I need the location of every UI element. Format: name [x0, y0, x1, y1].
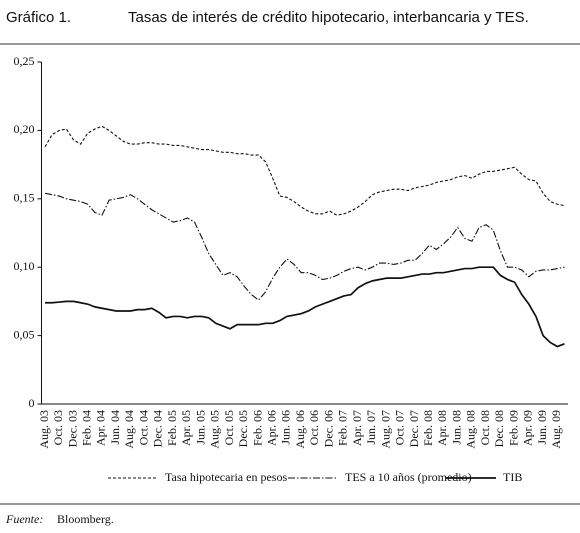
x-tick-label: Apr. 05: [179, 410, 193, 446]
y-tick-label: 0,15: [14, 191, 35, 205]
x-tick-label: Apr. 04: [94, 410, 108, 446]
x-tick-label: Jun. 08: [449, 410, 463, 445]
x-tick-label: Dec. 04: [151, 410, 165, 447]
y-tick-label: 0,20: [14, 122, 35, 136]
x-tick-label: Oct. 08: [478, 410, 492, 445]
x-tick-label: Feb. 08: [421, 410, 435, 446]
x-tick-label: Oct. 06: [307, 410, 321, 445]
x-tick-label: Dec. 05: [236, 410, 250, 447]
x-tick-label: Apr. 08: [435, 410, 449, 446]
x-tick-label: Jun. 04: [108, 410, 122, 445]
x-tick-label: Feb. 05: [165, 410, 179, 446]
x-tick-label: Aug. 05: [208, 410, 222, 449]
series-line: [44, 192, 565, 301]
x-tick-label: Jun. 09: [535, 410, 549, 445]
x-tick-label: Feb. 07: [336, 410, 350, 446]
x-tick-label: Apr. 09: [521, 410, 535, 446]
x-tick-label: Jun. 07: [364, 410, 378, 445]
x-tick-label: Oct. 05: [222, 410, 236, 445]
x-tick-label: Jun. 05: [193, 410, 207, 445]
chart-title: Tasas de interés de crédito hipotecario,…: [128, 9, 529, 26]
legend-label: Tasa hipotecaria en pesos: [165, 470, 287, 484]
x-tick-label: Oct. 07: [393, 410, 407, 445]
x-tick-label: Dec. 07: [407, 410, 421, 447]
x-tick-label: Apr. 07: [350, 410, 364, 446]
x-tick-label: Aug. 09: [549, 410, 563, 449]
x-tick-label: Aug. 07: [378, 410, 392, 449]
source-label: Fuente:: [5, 512, 43, 526]
x-tick-label: Dec. 03: [65, 410, 79, 447]
x-tick-label: Apr. 06: [264, 410, 278, 446]
x-tick-label: Feb. 09: [506, 410, 520, 446]
y-tick-label: 0,10: [14, 259, 35, 273]
x-tick-label: Feb. 04: [79, 410, 93, 446]
y-tick-label: 0: [29, 396, 35, 410]
x-tick-label: Aug. 03: [37, 410, 51, 449]
x-tick-label: Jun. 06: [279, 410, 293, 445]
x-tick-label: Feb. 06: [250, 410, 264, 446]
x-tick-label: Dec. 06: [321, 410, 335, 447]
x-tick-label: Aug. 08: [464, 410, 478, 449]
x-tick-label: Oct. 04: [136, 410, 150, 445]
series-line: [45, 266, 565, 348]
y-tick-label: 0,05: [14, 327, 35, 341]
legend-label: TES a 10 años (promedio): [345, 470, 472, 484]
legend-label: TIB: [503, 470, 522, 484]
x-tick-label: Aug. 06: [293, 410, 307, 449]
x-tick-label: Aug. 04: [122, 410, 136, 449]
x-tick-label: Oct. 03: [51, 410, 65, 445]
x-tick-label: Dec. 08: [492, 410, 506, 447]
y-tick-label: 0,25: [14, 54, 35, 68]
figure-label: Gráfico 1.: [6, 9, 71, 26]
series-line: [44, 125, 565, 216]
source: Bloomberg.: [57, 512, 114, 526]
